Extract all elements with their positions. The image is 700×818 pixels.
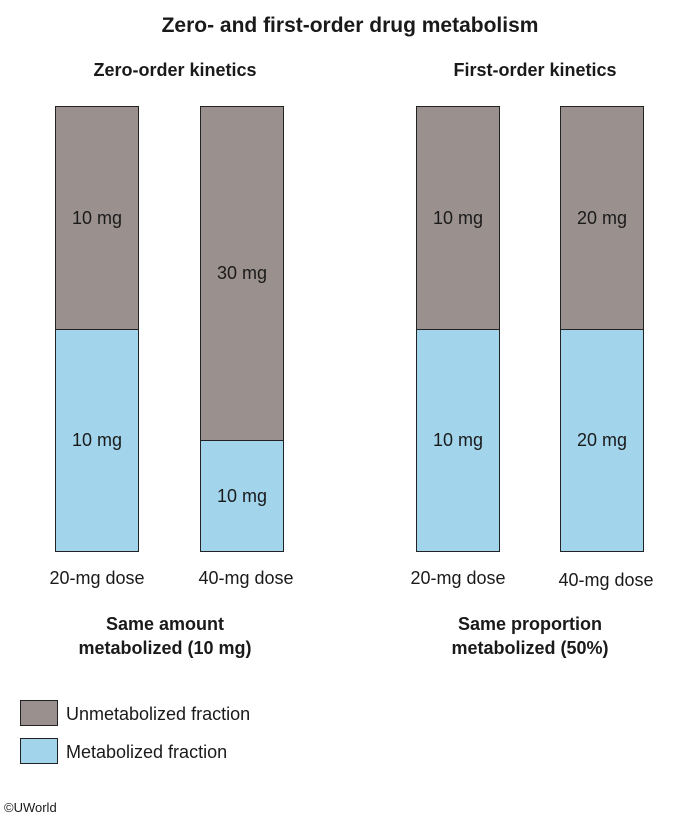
legend-swatch-unmetabolized bbox=[20, 700, 58, 726]
note-line: Same proportion bbox=[457, 614, 602, 634]
metabolized-segment: 10 mg bbox=[56, 329, 138, 551]
dose-label: 20-mg dose bbox=[49, 568, 145, 588]
dose-label: 40-mg dose bbox=[558, 570, 654, 590]
segment-label: 10 mg bbox=[216, 485, 268, 506]
note-line: Same amount bbox=[105, 614, 225, 634]
note-line: metabolized (50%) bbox=[451, 638, 609, 658]
copyright-credit: ©UWorld bbox=[4, 800, 57, 815]
unmetabolized-segment: 30 mg bbox=[201, 107, 283, 440]
unmetabolized-segment: 20 mg bbox=[561, 107, 643, 329]
segment-label: 20 mg bbox=[576, 430, 628, 450]
segment-label: 10 mg bbox=[432, 207, 484, 228]
segment-label: 10 mg bbox=[71, 430, 123, 450]
segment-label: 10 mg bbox=[71, 207, 123, 228]
metabolized-segment: 10 mg bbox=[201, 440, 283, 551]
legend-label-unmetabolized: Unmetabolized fraction bbox=[66, 704, 251, 724]
bar-zero-order-20mg: 10 mg 10 mg bbox=[55, 106, 139, 552]
unmetabolized-segment: 10 mg bbox=[56, 107, 138, 329]
bar-first-order-40mg: 20 mg 20 mg bbox=[560, 106, 644, 552]
legend-swatch-metabolized bbox=[20, 738, 58, 764]
metabolized-segment: 10 mg bbox=[417, 329, 499, 551]
group-note-first-order: Same proportion metabolized (50%) bbox=[380, 612, 680, 660]
metabolized-segment: 20 mg bbox=[561, 329, 643, 551]
dose-label: 40-mg dose bbox=[198, 568, 294, 588]
group-note-zero-order: Same amount metabolized (10 mg) bbox=[15, 612, 315, 660]
unmetabolized-segment: 10 mg bbox=[417, 107, 499, 329]
dose-label: 20-mg dose bbox=[410, 568, 506, 588]
diagram-title: Zero- and first-order drug metabolism bbox=[161, 14, 539, 37]
bar-zero-order-40mg: 30 mg 10 mg bbox=[200, 106, 284, 552]
group-title-zero-order: Zero-order kinetics bbox=[93, 60, 257, 80]
bar-first-order-20mg: 10 mg 10 mg bbox=[416, 106, 500, 552]
legend-label-metabolized: Metabolized fraction bbox=[66, 742, 228, 762]
segment-label: 10 mg bbox=[432, 430, 484, 450]
note-line: metabolized (10 mg) bbox=[78, 638, 252, 658]
group-title-first-order: First-order kinetics bbox=[453, 60, 617, 80]
segment-label: 30 mg bbox=[216, 263, 268, 283]
segment-label: 20 mg bbox=[576, 207, 628, 228]
